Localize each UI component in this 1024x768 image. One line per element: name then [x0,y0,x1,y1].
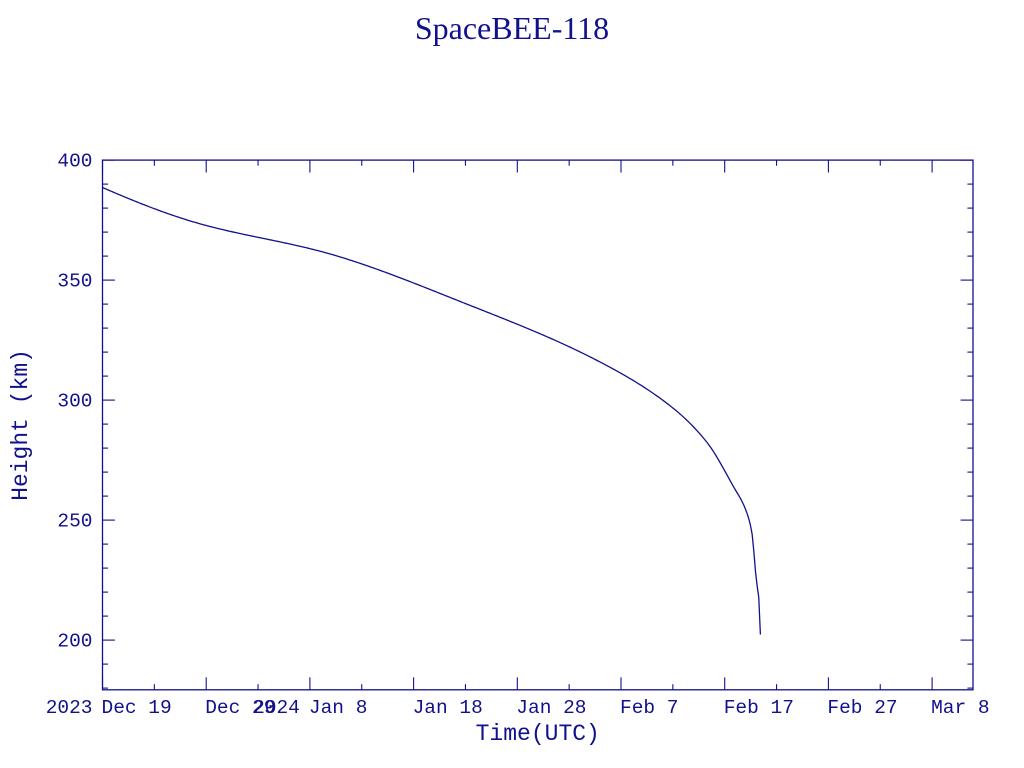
svg-text:Feb 7: Feb 7 [620,697,679,719]
svg-text:200: 200 [57,631,92,653]
svg-text:400: 400 [57,151,92,173]
svg-text:Height (km): Height (km) [8,349,34,501]
svg-text:Jan 8: Jan 8 [309,697,368,719]
svg-text:2024: 2024 [253,697,300,719]
svg-text:Jan 18: Jan 18 [413,697,483,719]
svg-text:2023: 2023 [46,697,93,719]
svg-text:SpaceBEE-118: SpaceBEE-118 [415,10,609,46]
svg-text:Mar 8: Mar 8 [931,697,990,719]
svg-text:Dec 19: Dec 19 [102,697,172,719]
svg-text:300: 300 [57,391,92,413]
svg-text:250: 250 [57,511,92,533]
svg-text:Feb 27: Feb 27 [827,697,897,719]
svg-text:350: 350 [57,271,92,293]
svg-text:Jan 28: Jan 28 [516,697,586,719]
svg-text:Time(UTC): Time(UTC) [476,721,600,747]
svg-text:Feb 17: Feb 17 [724,697,794,719]
